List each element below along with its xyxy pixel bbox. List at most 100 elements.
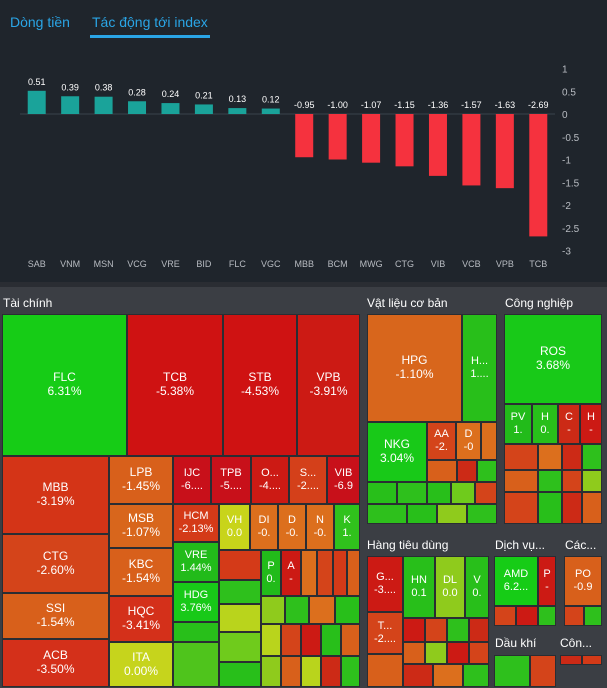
bar-vnm[interactable] bbox=[61, 96, 80, 114]
tile-kbc[interactable]: KBC -1.54% bbox=[109, 548, 173, 596]
tile-small[interactable] bbox=[451, 482, 475, 504]
tile-ijc[interactable]: IJC -6.... bbox=[173, 456, 211, 504]
tile-small[interactable] bbox=[403, 642, 425, 664]
tile-small[interactable] bbox=[317, 550, 333, 596]
tile-small[interactable] bbox=[538, 606, 556, 626]
tile-small[interactable] bbox=[516, 606, 538, 626]
tile-small[interactable] bbox=[481, 422, 497, 460]
tile-small[interactable] bbox=[219, 550, 261, 580]
tile-k[interactable]: K 1. bbox=[334, 504, 360, 550]
tile-c[interactable]: C- bbox=[558, 404, 580, 444]
bar-ctg[interactable] bbox=[395, 114, 414, 167]
tile-small[interactable] bbox=[285, 596, 309, 624]
tile-small[interactable] bbox=[427, 460, 457, 482]
tile-di[interactable]: DI -0. bbox=[250, 504, 278, 550]
tile-small[interactable] bbox=[469, 642, 489, 664]
bar-vpb[interactable] bbox=[495, 114, 514, 189]
tile-small[interactable] bbox=[403, 664, 433, 687]
tile-t[interactable]: T... -2.... bbox=[367, 612, 403, 654]
tile-small[interactable] bbox=[494, 606, 516, 626]
tile-dl[interactable]: DL 0.0 bbox=[435, 556, 465, 618]
tile-small[interactable] bbox=[457, 460, 477, 482]
tile-small[interactable] bbox=[437, 504, 467, 524]
tile-small[interactable] bbox=[407, 504, 437, 524]
tile-small[interactable] bbox=[504, 444, 538, 470]
tile-small[interactable] bbox=[261, 596, 285, 624]
tile-vpb[interactable]: VPB -3.91% bbox=[297, 314, 360, 456]
tile-s[interactable]: S... -2.... bbox=[289, 456, 327, 504]
tile-flc[interactable]: FLC 6.31% bbox=[2, 314, 127, 456]
tile-small[interactable] bbox=[504, 492, 538, 524]
tile-h[interactable]: H... 1.... bbox=[462, 314, 497, 422]
tile-pv[interactable]: PV 1. bbox=[504, 404, 532, 444]
tile-small[interactable] bbox=[562, 492, 582, 524]
tile-d2[interactable]: D -0 bbox=[456, 422, 481, 460]
tile-small[interactable] bbox=[530, 655, 556, 687]
tile-ros[interactable]: ROS 3.68% bbox=[504, 314, 602, 404]
tile-small[interactable] bbox=[219, 604, 261, 632]
tile-hpg[interactable]: HPG -1.10% bbox=[367, 314, 462, 422]
tile-tpb[interactable]: TPB -5.... bbox=[211, 456, 251, 504]
tile-small[interactable] bbox=[347, 550, 360, 596]
tile-small[interactable] bbox=[301, 656, 321, 687]
tile-small[interactable] bbox=[582, 444, 602, 470]
tile-small[interactable] bbox=[538, 492, 562, 524]
tile-p[interactable]: P 0. bbox=[261, 550, 281, 596]
tile-v[interactable]: V 0. bbox=[465, 556, 489, 618]
tile-small[interactable] bbox=[584, 606, 602, 626]
tile-small[interactable] bbox=[281, 624, 301, 656]
tile-small[interactable] bbox=[538, 470, 562, 492]
tile-aa[interactable]: AA -2. bbox=[427, 422, 456, 460]
bar-vre[interactable] bbox=[161, 103, 180, 114]
bar-vcg[interactable] bbox=[128, 101, 147, 114]
tile-tcb[interactable]: TCB -5.38% bbox=[127, 314, 223, 456]
tile-small[interactable] bbox=[341, 656, 360, 687]
tile-mbb[interactable]: MBB -3.19% bbox=[2, 456, 109, 534]
tile-small[interactable] bbox=[562, 470, 582, 492]
tile-small[interactable] bbox=[425, 642, 447, 664]
tile-small[interactable] bbox=[219, 632, 261, 662]
bar-mbb[interactable] bbox=[295, 114, 314, 158]
tile-small[interactable] bbox=[333, 550, 347, 596]
tile-ssi[interactable]: SSI -1.54% bbox=[2, 593, 109, 639]
tile-small[interactable] bbox=[494, 655, 530, 687]
tile-d[interactable]: D -0. bbox=[278, 504, 306, 550]
tile-small[interactable] bbox=[321, 656, 341, 687]
tile-small[interactable] bbox=[463, 664, 489, 687]
tile-small[interactable] bbox=[582, 470, 602, 492]
tile-small[interactable] bbox=[469, 618, 489, 642]
tile-small[interactable] bbox=[467, 504, 497, 524]
tile-small[interactable] bbox=[447, 618, 469, 642]
tile-small[interactable] bbox=[321, 624, 341, 656]
tile-small[interactable] bbox=[582, 655, 602, 665]
tile-small[interactable] bbox=[301, 624, 321, 656]
tile-small[interactable] bbox=[219, 580, 261, 604]
bar-mwg[interactable] bbox=[362, 114, 381, 163]
tab-index-impact[interactable]: Tác động tới index bbox=[90, 14, 210, 38]
tile-small[interactable] bbox=[562, 444, 582, 470]
tile-small[interactable] bbox=[538, 444, 562, 470]
tile-small[interactable] bbox=[403, 618, 425, 642]
tile-small[interactable] bbox=[397, 482, 427, 504]
bar-vgc[interactable] bbox=[261, 108, 280, 114]
tile-small[interactable] bbox=[173, 622, 219, 642]
tile-small[interactable] bbox=[261, 656, 281, 687]
bar-msn[interactable] bbox=[94, 96, 113, 114]
tile-o[interactable]: O... -4.... bbox=[251, 456, 289, 504]
tile-h2[interactable]: H 0. bbox=[532, 404, 558, 444]
tile-a[interactable]: A- bbox=[281, 550, 301, 596]
tile-small[interactable] bbox=[564, 606, 584, 626]
tile-po[interactable]: PO -0.9 bbox=[564, 556, 602, 606]
tile-small[interactable] bbox=[301, 550, 317, 596]
tile-small[interactable] bbox=[367, 482, 397, 504]
tile-small[interactable] bbox=[447, 642, 469, 664]
tile-hcm[interactable]: HCM -2.13% bbox=[173, 504, 219, 542]
tile-vib[interactable]: VIB -6.9 bbox=[327, 456, 360, 504]
tile-small[interactable] bbox=[281, 656, 301, 687]
tile-vh[interactable]: VH 0.0 bbox=[219, 504, 250, 550]
tile-small[interactable] bbox=[173, 642, 219, 687]
tile-small[interactable] bbox=[425, 618, 447, 642]
bar-vcb[interactable] bbox=[462, 114, 481, 186]
tile-g[interactable]: G... -3.... bbox=[367, 556, 403, 612]
tile-vre[interactable]: VRE 1.44% bbox=[173, 542, 219, 582]
